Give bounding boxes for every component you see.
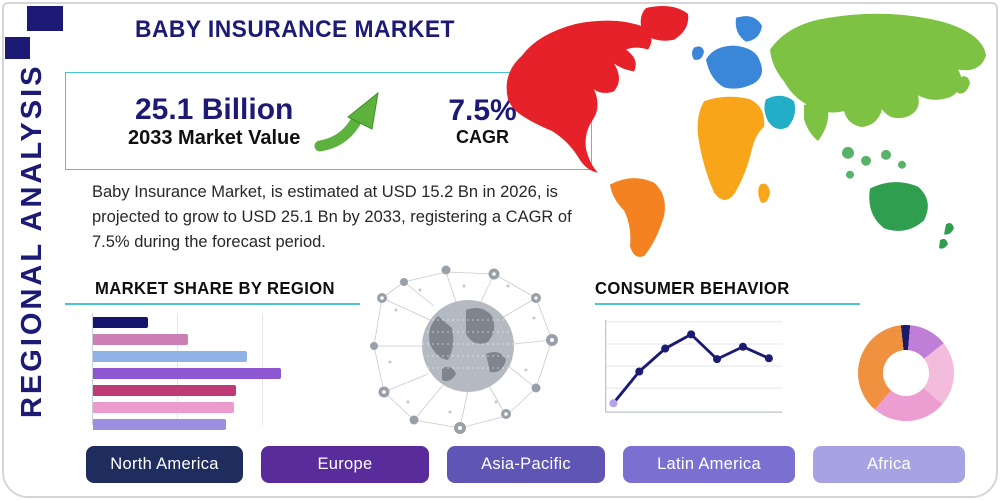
region-bar-3 bbox=[93, 351, 247, 362]
behavior-point-7 bbox=[764, 354, 773, 363]
side-label-regional-analysis: REGIONAL ANALYSIS bbox=[16, 63, 48, 418]
behavior-point-2 bbox=[635, 367, 644, 376]
region-donut-chart bbox=[858, 325, 954, 421]
region-buttons: North America Europe Asia-Pacific Latin Ame… bbox=[86, 446, 965, 483]
region-bar-2 bbox=[93, 334, 188, 345]
cagr-stat: 7.5% CAGR bbox=[448, 94, 516, 149]
behavior-point-1 bbox=[609, 399, 618, 408]
region-button-latin-america[interactable]: Latin America bbox=[623, 446, 795, 483]
region-button-north-america[interactable]: North America bbox=[86, 446, 243, 483]
cagr-caption: CAGR bbox=[456, 126, 510, 147]
globe-network-graphic bbox=[368, 262, 573, 437]
market-share-heading: MARKET SHARE BY REGION bbox=[95, 278, 335, 298]
region-button-europe[interactable]: Europe bbox=[261, 446, 429, 483]
market-share-bar-chart bbox=[93, 317, 281, 430]
behavior-point-3 bbox=[661, 344, 670, 353]
behavior-point-4 bbox=[687, 330, 696, 339]
region-bar-7 bbox=[93, 419, 226, 430]
market-value-caption: 2033 Market Value bbox=[128, 126, 301, 149]
region-button-asia-pacific[interactable]: Asia-Pacific bbox=[447, 446, 605, 483]
world-map-graphic bbox=[498, 4, 998, 262]
behavior-point-5 bbox=[713, 355, 722, 364]
region-button-africa[interactable]: Africa bbox=[813, 446, 965, 483]
bar-chart-axis bbox=[92, 313, 93, 425]
corner-accent-icon bbox=[27, 6, 63, 31]
consumer-behavior-underline bbox=[595, 303, 860, 305]
behavior-point-6 bbox=[738, 342, 747, 351]
market-share-underline bbox=[65, 303, 360, 305]
market-description: Baby Insurance Market, is estimated at U… bbox=[92, 183, 572, 251]
page-title: BABY INSURANCE MARKET bbox=[135, 16, 455, 43]
market-value-stat: 25.1 Billion 2033 Market Value bbox=[128, 93, 300, 150]
headline-stats-panel: 25.1 Billion 2033 Market Value 7.5% CAGR bbox=[65, 72, 592, 170]
behavior-dots bbox=[609, 330, 773, 408]
region-bar-5 bbox=[93, 385, 236, 396]
market-value-number: 25.1 Billion bbox=[134, 92, 294, 126]
corner-accent-icon bbox=[5, 37, 30, 59]
region-bar-1 bbox=[93, 317, 148, 328]
region-bar-4 bbox=[93, 368, 281, 379]
growth-arrow-icon bbox=[314, 90, 386, 152]
consumer-behavior-line-chart bbox=[598, 312, 790, 422]
cagr-number: 7.5% bbox=[448, 93, 517, 127]
consumer-behavior-heading: CONSUMER BEHAVIOR bbox=[595, 278, 790, 298]
region-bar-6 bbox=[93, 402, 234, 413]
